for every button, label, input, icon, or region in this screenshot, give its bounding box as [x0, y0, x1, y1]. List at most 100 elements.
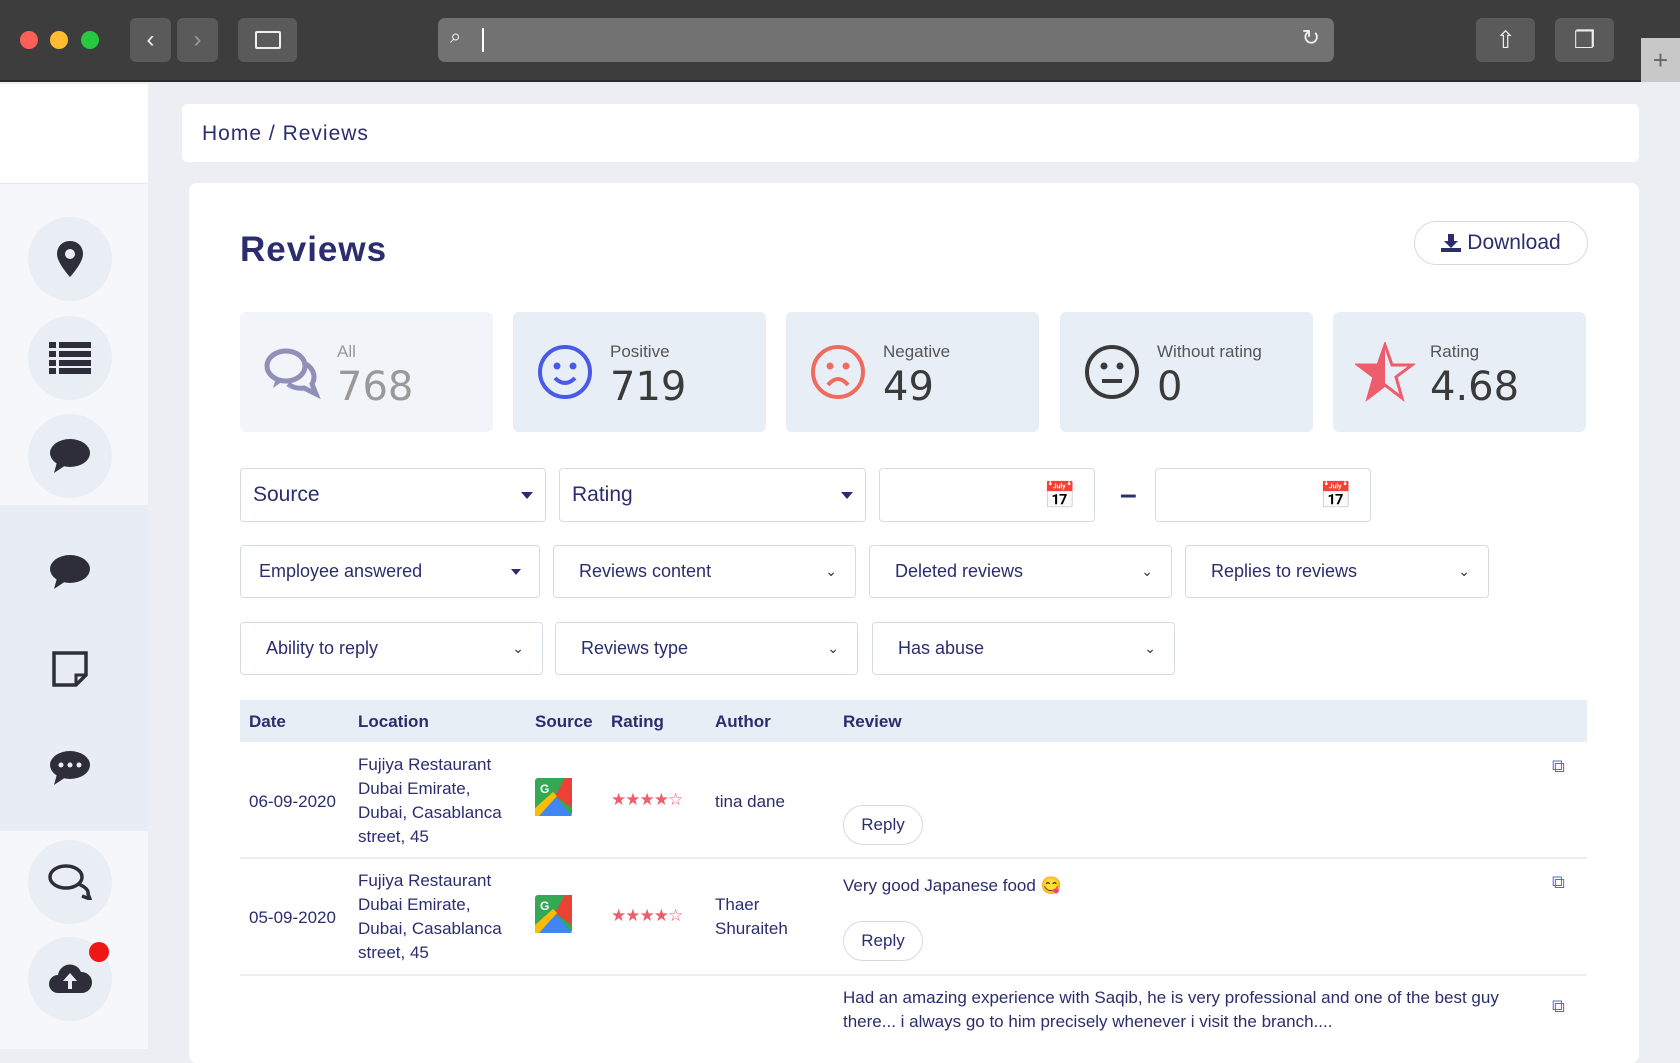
chevron-down-icon: ⌄: [1144, 640, 1156, 656]
list-icon: [49, 342, 91, 374]
stat-label: Negative: [883, 342, 951, 361]
close-window-button[interactable]: [20, 31, 38, 49]
reload-icon[interactable]: ↻: [1301, 25, 1320, 50]
external-link-icon[interactable]: ⧉: [1552, 872, 1565, 892]
stat-card-without-rating[interactable]: Without rating 0: [1060, 312, 1313, 432]
tabs-icon: ❐: [1573, 26, 1596, 54]
select-value: Deleted reviews: [895, 561, 1024, 581]
reply-button[interactable]: Reply: [843, 921, 923, 961]
download-button[interactable]: Download: [1414, 221, 1588, 265]
share-icon: ⇧: [1495, 26, 1516, 54]
column-header-location[interactable]: Location: [358, 712, 429, 731]
employee-answered-select[interactable]: Employee answered: [240, 545, 540, 598]
column-header-source[interactable]: Source: [535, 712, 593, 731]
review-date: 05-09-2020: [249, 908, 336, 927]
speech-bubble-icon: [50, 555, 90, 589]
select-value: Employee answered: [259, 561, 423, 581]
stat-label: Positive: [610, 342, 670, 361]
google-maps-icon: G: [535, 895, 572, 933]
chat-dots-icon: [50, 751, 90, 785]
text-cursor: [482, 28, 484, 52]
back-button[interactable]: ‹: [130, 18, 171, 62]
stat-value: 4.68: [1430, 364, 1520, 410]
breadcrumb-current: Reviews: [282, 122, 369, 145]
select-value: Ability to reply: [266, 638, 379, 658]
caret-down-icon: [521, 491, 533, 499]
search-icon: ⌕: [450, 26, 462, 48]
reply-button[interactable]: Reply: [843, 805, 923, 845]
ability-to-reply-select[interactable]: Ability to reply ⌄: [240, 622, 543, 675]
caret-down-icon: [511, 568, 521, 575]
rating-select-value: Rating: [572, 483, 633, 506]
sidebar-toggle-button[interactable]: [238, 18, 297, 62]
download-label: Download: [1467, 231, 1561, 254]
sidebar-item-list[interactable]: [28, 316, 112, 400]
minimize-window-button[interactable]: [50, 31, 68, 49]
calendar-icon[interactable]: 📅: [1043, 479, 1076, 510]
stat-value: 49: [883, 364, 934, 410]
forward-button[interactable]: ›: [177, 18, 218, 62]
stat-card-positive[interactable]: Positive 719: [513, 312, 766, 432]
chevron-down-icon: ⌄: [825, 563, 837, 579]
svg-text:G: G: [540, 899, 549, 913]
stat-card-all[interactable]: All 768: [240, 312, 493, 432]
location-line: Dubai, Casablanca: [358, 919, 502, 938]
table-header: [240, 700, 1587, 742]
frown-icon: [811, 345, 865, 399]
download-icon: [1441, 234, 1462, 252]
breadcrumb: Home / Reviews: [182, 104, 1639, 162]
calendar-icon[interactable]: 📅: [1319, 479, 1352, 510]
new-tab-button[interactable]: +: [1641, 38, 1680, 82]
plus-icon: +: [1652, 45, 1669, 75]
sidebar-icon: [254, 31, 281, 49]
chat-bubbles-icon: [48, 864, 92, 900]
tabs-button[interactable]: ❐: [1555, 18, 1614, 62]
date-to-input[interactable]: 📅: [1155, 468, 1371, 522]
stat-value: 768: [337, 364, 414, 410]
chevron-left-icon: ‹: [146, 26, 155, 53]
star-rating: ★★★★☆: [611, 906, 683, 925]
sidebar: [0, 84, 148, 1049]
date-from-input[interactable]: 📅: [879, 468, 1095, 522]
sidebar-item-notes[interactable]: [28, 627, 112, 711]
chat-bubbles-icon: [264, 348, 321, 400]
column-header-rating[interactable]: Rating: [611, 712, 664, 731]
maximize-window-button[interactable]: [81, 31, 99, 49]
column-header-review[interactable]: Review: [843, 712, 902, 731]
google-maps-icon: G: [535, 778, 572, 816]
location-line: Fujiya Restaurant: [358, 871, 492, 890]
sidebar-item-messages[interactable]: [28, 530, 112, 614]
external-link-icon[interactable]: ⧉: [1552, 996, 1565, 1016]
sidebar-item-conversations[interactable]: [28, 840, 112, 924]
external-link-icon[interactable]: ⧉: [1552, 756, 1565, 776]
chevron-down-icon: ⌄: [827, 640, 839, 656]
sidebar-item-locations[interactable]: [28, 217, 112, 301]
sidebar-item-comments[interactable]: [28, 726, 112, 810]
share-button[interactable]: ⇧: [1476, 18, 1535, 62]
reviews-content-select[interactable]: Reviews content ⌄: [553, 545, 856, 598]
table-row: [240, 742, 1587, 859]
location-line: street, 45: [358, 827, 429, 846]
replies-to-reviews-select[interactable]: Replies to reviews ⌄: [1185, 545, 1489, 598]
stat-card-rating[interactable]: Rating 4.68: [1333, 312, 1586, 432]
stat-card-negative[interactable]: Negative 49: [786, 312, 1039, 432]
review-author: tina dane: [715, 792, 785, 811]
select-value: Reviews content: [579, 561, 712, 581]
stat-label: Without rating: [1157, 342, 1262, 361]
cloud-upload-icon: [49, 964, 92, 993]
table-row: [240, 859, 1587, 976]
caret-down-icon: [841, 491, 853, 499]
source-select[interactable]: Source: [240, 468, 546, 522]
address-bar[interactable]: ⌕ ↻: [438, 18, 1334, 62]
deleted-reviews-select[interactable]: Deleted reviews ⌄: [869, 545, 1172, 598]
reviews-type-select[interactable]: Reviews type ⌄: [555, 622, 858, 675]
breadcrumb-home[interactable]: Home: [202, 122, 263, 145]
stat-label: Rating: [1430, 342, 1480, 361]
column-header-date[interactable]: Date: [249, 712, 286, 731]
review-location: Fujiya Restaurant Dubai Emirate, Dubai, Ca…: [358, 869, 502, 965]
column-header-author[interactable]: Author: [715, 712, 771, 731]
has-abuse-select[interactable]: Has abuse ⌄: [872, 622, 1175, 675]
sidebar-item-reviews[interactable]: [28, 414, 112, 498]
rating-select[interactable]: Rating: [559, 468, 866, 522]
star-rating: ★★★★☆: [611, 790, 683, 809]
